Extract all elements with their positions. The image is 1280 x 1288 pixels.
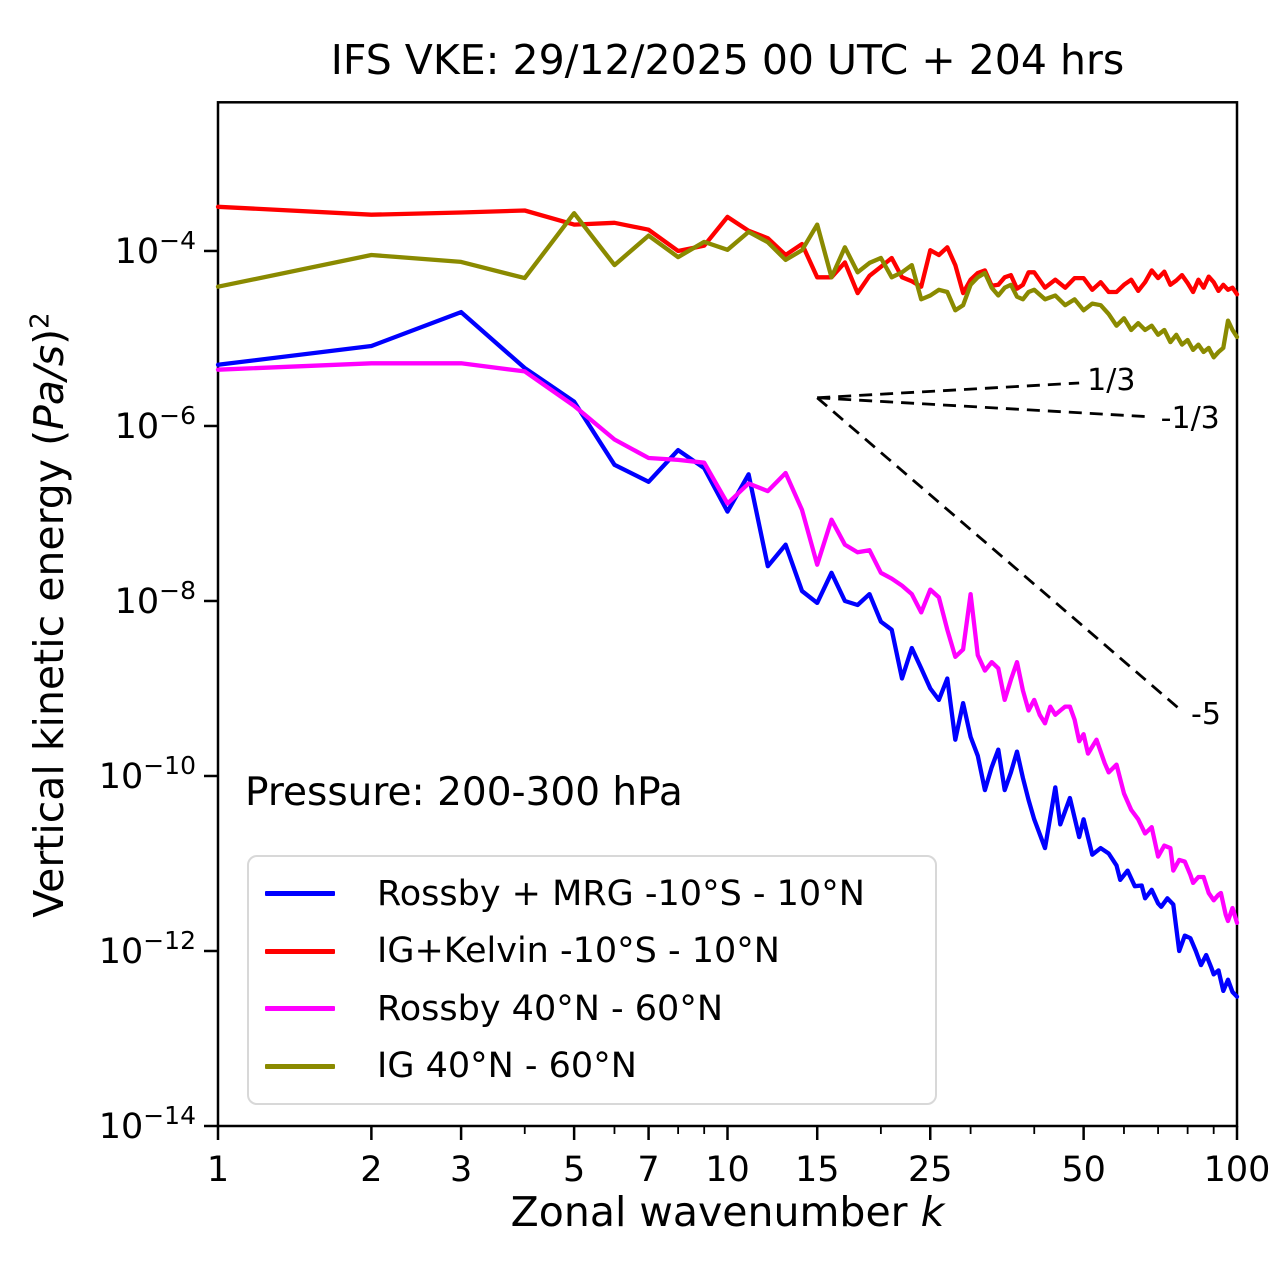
legend-label: IG 40°N - 60°N [377, 1046, 637, 1087]
legend-label: Rossby + MRG -10°S - 10°N [377, 873, 865, 914]
x-tick-label: 7 [637, 1150, 659, 1190]
slope-label--1/3: -1/3 [1161, 401, 1220, 436]
legend-label: IG+Kelvin -10°S - 10°N [377, 931, 780, 972]
y-tick-label: 10−10 [99, 751, 196, 797]
pressure-annotation: Pressure: 200-300 hPa [245, 770, 683, 815]
x-axis-label: Zonal wavenumber k [218, 1188, 1237, 1236]
slope-line--5 [816, 396, 1183, 713]
y-axis-ticks: 10−4 10−6 10−8 10−10 10−12 10−14 [99, 226, 218, 1147]
x-tick-label: 50 [1061, 1150, 1106, 1190]
y-tick-label: 10−12 [99, 926, 196, 972]
series-line-rossby_midlat [215, 361, 1240, 925]
legend-line-sample-ig_kelvin_tropics [265, 948, 335, 954]
x-tick-label: 3 [450, 1150, 472, 1190]
legend-line-sample-ig_midlat [265, 1063, 335, 1069]
x-tick-label: 100 [1204, 1150, 1271, 1190]
x-axis-ticks: 1 2 3 5 7 10 15 25 50 100 [207, 1126, 1271, 1190]
y-tick-label: 10−14 [99, 1101, 196, 1147]
x-axis-label-symbol: k [920, 1188, 945, 1236]
x-tick-label: 5 [563, 1150, 585, 1190]
slope-label--5: -5 [1191, 697, 1221, 732]
legend-box: Rossby + MRG -10°S - 10°N IG+Kelvin -10°S… [247, 855, 937, 1105]
x-tick-label: 25 [908, 1150, 953, 1190]
legend-entry-ig_midlat: IG 40°N - 60°N [249, 1046, 935, 1086]
chart-title: IFS VKE: 29/12/2025 00 UTC + 204 hrs [330, 36, 1125, 84]
x-tick-label: 1 [207, 1150, 229, 1190]
slope-label-1/3: 1/3 [1087, 363, 1135, 398]
legend-entry-rossby_mrg_tropics: Rossby + MRG -10°S - 10°N [249, 874, 935, 914]
legend-label: Rossby 40°N - 60°N [377, 988, 724, 1029]
legend-entry-rossby_midlat: Rossby 40°N - 60°N [249, 989, 935, 1029]
x-tick-label: 15 [795, 1150, 840, 1190]
y-tick-label: 10−8 [115, 576, 196, 622]
legend-entry-ig_kelvin_tropics: IG+Kelvin -10°S - 10°N [249, 931, 935, 971]
x-axis-label-text: Zonal wavenumber [510, 1188, 921, 1236]
x-tick-label: 10 [705, 1150, 750, 1190]
y-axis-exponent: 2 [25, 312, 56, 329]
series-line-ig_kelvin_tropics [215, 204, 1240, 297]
y-axis-label-text: Vertical kinetic energy ( [25, 429, 73, 918]
series-line-rossby_mrg_tropics [215, 309, 1240, 999]
y-tick-label: 10−4 [115, 226, 196, 272]
legend-line-sample-rossby_midlat [265, 1006, 335, 1012]
slope-line--1/3 [817, 396, 1152, 419]
y-axis-label: Vertical kinetic energy (Pa/s)2 [25, 115, 79, 1115]
y-tick-label: 10−6 [115, 401, 196, 447]
y-axis-close-paren: ) [25, 328, 73, 345]
y-axis-unit: Pa/s [25, 344, 73, 430]
reference-lines: 1/3 -1/3 -5 [816, 363, 1221, 732]
slope-line-1/3 [817, 381, 1080, 400]
series-line-ig_midlat [215, 211, 1240, 360]
x-tick-label: 2 [360, 1150, 382, 1190]
legend-line-sample-rossby_mrg_tropics [265, 891, 335, 897]
